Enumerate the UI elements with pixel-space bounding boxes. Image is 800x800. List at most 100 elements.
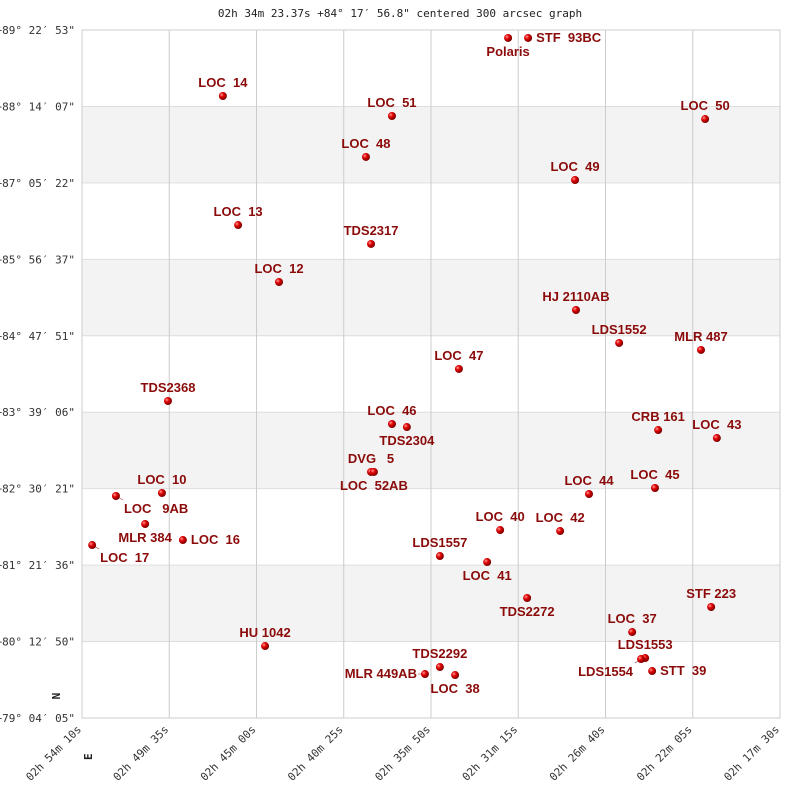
star-label: LOC 38 [431,681,480,696]
star-label: LOC 51 [367,95,416,110]
star-point [712,434,721,443]
star-point [88,541,97,550]
star-point [701,115,710,124]
star-label: LOC 37 [608,611,657,626]
x-tick-label: 02h 17m 30s [721,723,782,784]
star-label: LOC 40 [476,509,525,524]
star-point [157,488,166,497]
star-label: LDS1554 [578,664,634,679]
star-label: TDS2368 [141,380,196,395]
chart-title: 02h 34m 23.37s +84° 17′ 56.8" centered 3… [218,7,582,20]
y-tick-label: +82° 30′ 21" [0,483,75,496]
star-label: LOC 13 [214,204,263,219]
star-label: LOC 48 [341,136,390,151]
star-label: LOC 10 [137,472,186,487]
y-tick-label: +88° 14′ 07" [0,100,75,113]
star-label: TDS2292 [412,646,467,661]
star-point [504,33,513,42]
star-label: Polaris [486,44,529,59]
star-point [571,175,580,184]
star-point [369,467,378,476]
x-tick-label: 02h 45m 00s [198,723,259,784]
star-label: LOC 47 [434,348,483,363]
star-label: LOC 17 [100,550,149,565]
north-indicator: N [50,693,63,700]
x-tick-label: 02h 40m 25s [285,723,346,784]
star-label: TDS2317 [344,223,399,238]
star-point [367,239,376,248]
star-label: STT 39 [660,663,706,678]
star-point [637,655,646,664]
star-label: STF 93BC [536,30,602,45]
star-label: MLR 384 [118,530,172,545]
star-point [218,92,227,101]
star-label: LOC 44 [564,473,614,488]
star-point [556,527,565,536]
star-point [571,306,580,315]
star-label: LOC 52AB [340,478,408,493]
y-tick-label: +83° 39′ 06" [0,406,75,419]
star-point [261,642,270,651]
star-point [707,603,716,612]
star-label: LOC 41 [463,568,512,583]
star-point [387,112,396,121]
star-point [585,489,594,498]
star-point [420,670,429,679]
star-point [141,520,150,529]
star-label: LOC 16 [191,532,240,547]
x-tick-label: 02h 54m 10s [23,723,84,784]
x-tick-label: 02h 22m 05s [634,723,695,784]
star-point [454,364,463,373]
star-point [178,536,187,545]
y-tick-label: +87° 05′ 22" [0,177,75,190]
star-point [524,33,533,42]
star-label: HJ 2110AB [542,289,609,304]
y-tick-label: +79° 04′ 05" [0,712,75,725]
star-label: DVG 5 [348,451,394,466]
x-tick-label: 02h 49m 35s [111,723,172,784]
x-tick-label: 02h 35m 50s [372,723,433,784]
star-point [111,491,120,500]
y-tick-label: +81° 21′ 36" [0,559,75,572]
star-label: LOC 45 [630,467,679,482]
east-indicator: E [82,753,95,760]
star-point [496,526,505,535]
star-point [628,628,637,637]
star-point [435,663,444,672]
star-point [435,552,444,561]
star-point [654,426,663,435]
star-point [234,221,243,230]
star-label: LOC 12 [254,261,303,276]
star-label: LOC 14 [198,75,248,90]
star-label: TDS2304 [379,433,435,448]
star-label: LDS1553 [618,637,673,652]
star-label: LDS1552 [592,322,647,337]
star-point [451,671,460,680]
star-label: LOC 42 [536,510,585,525]
x-tick-label: 02h 31m 15s [460,723,521,784]
star-point [696,345,705,354]
star-label: LOC 50 [681,98,730,113]
star-point [361,152,370,161]
star-label: LOC 43 [692,417,741,432]
star-label: MLR 449AB [345,666,417,681]
star-point [163,397,172,406]
star-label: HU 1042 [239,625,290,640]
star-point [275,277,284,286]
star-label: LOC 9AB [124,501,188,516]
star-label: LDS1557 [412,535,467,550]
y-tick-label: +84° 47′ 51" [0,330,75,343]
star-point [650,483,659,492]
star-label: MLR 487 [674,329,727,344]
star-point [483,558,492,567]
star-label: LOC 49 [550,159,599,174]
x-tick-label: 02h 26m 40s [547,723,608,784]
y-tick-label: +85° 56′ 37" [0,253,75,266]
star-point [402,423,411,432]
star-point [523,593,532,602]
star-point [387,420,396,429]
star-label: CRB 161 [631,409,684,424]
star-label: STF 223 [686,586,736,601]
